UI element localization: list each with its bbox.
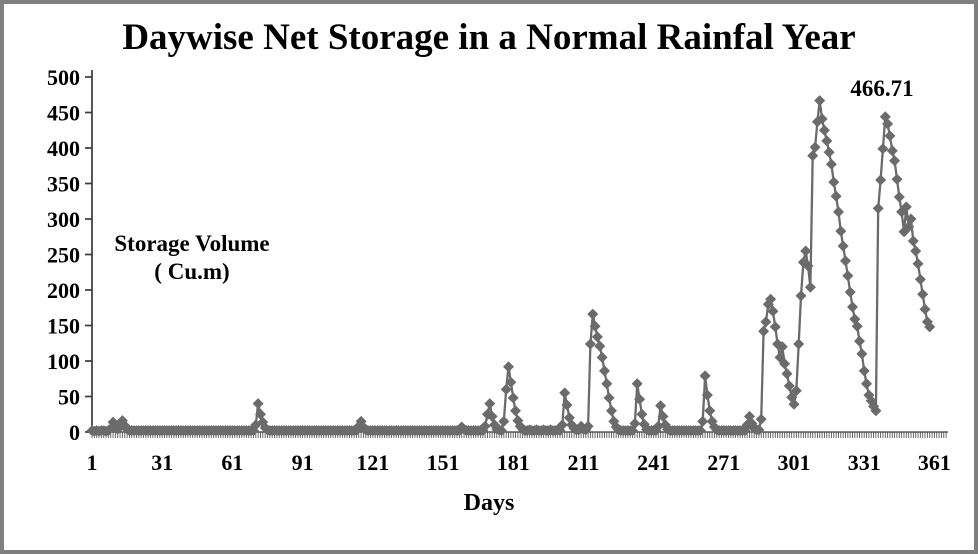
x-tick-label: 301 xyxy=(778,450,811,475)
x-tick-label: 241 xyxy=(637,450,670,475)
y-tick-label: 400 xyxy=(47,136,80,161)
chart-plot-area: 0 50 100 150 200 250 300 350 400 450 500 1 31 61 91 121… xyxy=(47,65,951,475)
y-tick-label: 350 xyxy=(47,172,80,197)
x-axis-title: Days xyxy=(463,490,515,516)
y-tick-label: 0 xyxy=(69,420,80,445)
y-tick-label: 300 xyxy=(47,207,80,232)
y-tick-label: 500 xyxy=(47,65,80,90)
x-tick-label: 31 xyxy=(151,450,173,475)
y-tick-label: 450 xyxy=(47,101,80,126)
y-tick-label: 150 xyxy=(47,314,80,339)
y-axis-title: Storage Volume ( Cu.m) xyxy=(92,230,292,286)
y-tick-label: 200 xyxy=(47,278,80,303)
peak-annotation: 466.71 xyxy=(850,76,914,101)
x-tick-label: 121 xyxy=(356,450,389,475)
y-axis-title-line2: ( Cu.m) xyxy=(154,259,230,284)
y-axis-title-line1: Storage Volume xyxy=(114,231,270,256)
y-tick-label: 250 xyxy=(47,243,80,268)
y-tick-label: 50 xyxy=(58,385,80,410)
x-tick-label: 361 xyxy=(918,450,951,475)
x-tick-label: 181 xyxy=(497,450,530,475)
series-markers xyxy=(86,95,936,437)
x-tick-label: 91 xyxy=(292,450,314,475)
chart-title: Daywise Net Storage in a Normal Rainfal … xyxy=(122,17,856,58)
x-tick-label: 331 xyxy=(848,450,881,475)
y-tick-label: 100 xyxy=(47,349,80,374)
x-tick-label: 151 xyxy=(427,450,460,475)
x-tick-label: 271 xyxy=(707,450,740,475)
x-tick-label: 61 xyxy=(221,450,243,475)
x-tick-label: 1 xyxy=(87,450,98,475)
x-tick-label: 211 xyxy=(568,450,600,475)
